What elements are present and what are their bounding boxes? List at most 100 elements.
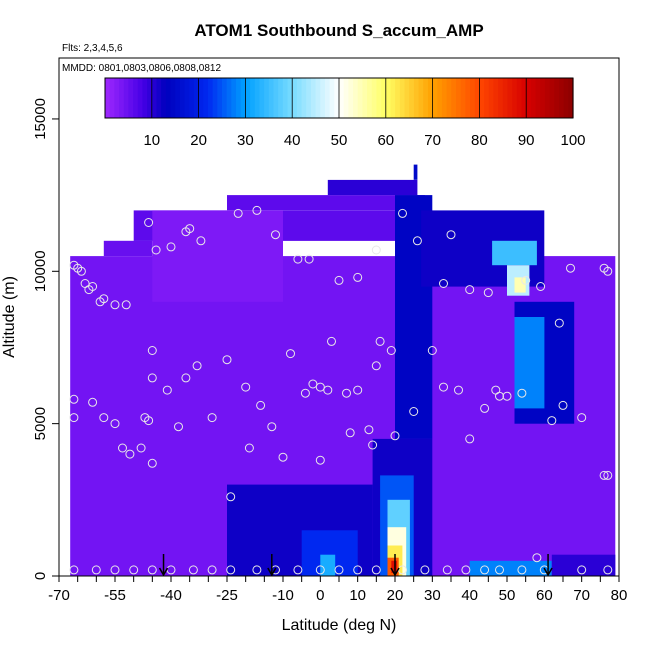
colorbar-segment [179,78,186,118]
sample-point [144,218,154,227]
colorbar-segment [488,78,495,118]
sample-point [207,413,217,423]
heatmap-cell [469,560,552,576]
arrow-marker [543,554,553,577]
sample-point [166,242,176,252]
sample-point [147,458,157,468]
sample-point [267,422,277,432]
sample-point [293,565,303,575]
colorbar-segment [165,78,172,118]
x-tick-label: 50 [499,587,516,604]
sample-point [368,440,378,450]
sample-point [99,294,109,304]
sample-point [315,382,325,392]
sample-point [174,422,183,432]
x-tick-label: 0 [316,587,324,604]
sample-point [88,397,98,407]
colorbar-segment [198,78,204,118]
sample-point [110,300,120,310]
colorbar-segment [385,78,392,118]
colorbar-segment [184,78,190,118]
heatmap-cell [514,277,526,293]
colorbar-tick-label: 80 [471,132,488,149]
sample-point [226,492,236,502]
sample-point [353,272,363,282]
sample-point [308,379,318,389]
colorbar-segment [273,78,279,118]
sample-point [412,236,422,246]
colorbar-segment [441,78,448,118]
sample-point [118,443,127,453]
colorbar-segment [456,78,462,118]
colorbar-segment [470,78,476,118]
sample-point [334,275,344,285]
colorbar-segment [128,78,134,118]
x-axis: -70 -55 -40 -25 -10 0 10 20 30 40 50 60 70 80 [48,576,627,604]
colorbar-segment [310,78,317,118]
colorbar-segment [390,78,396,118]
sample-point [353,385,363,395]
colorbar-segment [236,78,242,118]
chart-title: ATOM1 Southbound S_accum_AMP [194,21,483,40]
colorbar-segment [568,78,574,118]
colorbar: 10 20 30 40 50 60 70 80 90 100 [104,77,586,149]
colorbar-segment [465,78,471,118]
sample-point [129,565,139,575]
sample-point [147,346,157,355]
sample-point [286,349,295,359]
colorbar-segment [329,78,335,118]
sample-point [566,263,575,273]
sample-point [304,254,314,264]
colorbar-segment [437,78,443,118]
colorbar-segment [339,78,345,118]
colorbar-segment [549,78,555,118]
colorbar-tick-label: 40 [284,132,301,149]
colorbar-segment [343,78,349,118]
colorbar-segment [460,78,466,118]
sample-point [91,565,101,575]
heatmap-cell [391,560,397,573]
sample-point [188,565,198,575]
x-tick-label: -25 [216,587,238,604]
colorbar-segment [498,78,504,118]
colorbar-segment [348,78,354,118]
colorbar-segment [409,78,415,118]
colorbar-segment [254,78,261,118]
colorbar-segment [413,78,420,118]
sample-point [271,230,280,240]
sample-point [521,275,531,285]
sample-point [192,361,202,371]
heatmap-cell [413,164,418,180]
x-tick-label: 30 [424,587,441,604]
colorbar-segment [193,78,200,118]
sample-point [342,388,351,398]
x-axis-label: Latitude (deg N) [282,617,397,634]
colorbar-segment [516,78,523,118]
sample-point [278,452,288,462]
colorbar-segment [367,78,373,118]
sample-point [252,205,262,215]
colorbar-tick-label: 90 [518,132,535,149]
sample-point [390,431,400,441]
sample-point [427,346,437,355]
colorbar-segment [427,78,434,118]
arrow-marker [390,554,400,577]
x-tick-label: -70 [48,587,70,604]
sample-point [69,413,79,423]
sample-point [603,470,613,480]
colorbar-segment [432,78,438,118]
colorbar-segment [484,78,490,118]
colorbar-segment [264,78,270,118]
colorbar-segment [320,78,326,118]
colorbar-segment [282,78,289,118]
heatmap-cell [514,317,545,409]
sample-point [409,407,419,416]
x-tick-label: 20 [387,587,404,604]
heatmap-cell [492,240,537,266]
colorbar-tick-label: 50 [331,132,348,149]
heatmap-cell [551,554,616,576]
sample-point [465,434,475,444]
colorbar-segment [287,78,293,118]
colorbar-tick-label: 60 [377,132,394,149]
